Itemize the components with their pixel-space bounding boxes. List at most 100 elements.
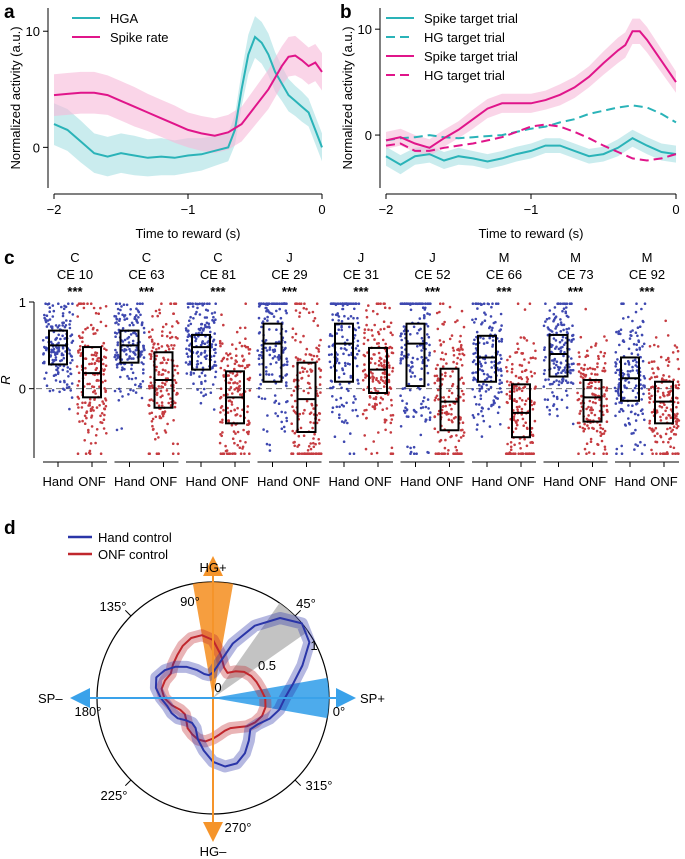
sp-minus-label: SP–	[38, 691, 63, 706]
angle-label: 135°	[100, 599, 127, 614]
x-tick-label-hand: Hand	[400, 474, 431, 489]
x-tick-label-onf: ONF	[436, 474, 464, 489]
y-tick-label: 10	[358, 22, 372, 37]
series-line-2	[385, 30, 677, 149]
error-band-0	[54, 16, 322, 177]
legend-label-3: HG target trial	[424, 68, 505, 83]
hand-box	[405, 322, 426, 388]
hand-box	[548, 333, 569, 378]
hand-scatter-points	[327, 302, 361, 455]
x-tick-label-hand: Hand	[257, 474, 288, 489]
radial-tick-label: 0.5	[258, 658, 276, 673]
angle-label: 45°	[296, 596, 316, 611]
monkey-label: J	[429, 250, 436, 265]
panel-label-c: c	[4, 248, 15, 269]
onf-scatter-points	[218, 302, 252, 455]
panel-d-chart: HG+ HG– SP– SP+ 0° 45° 90° 135° 180° 225° 270° 315°…	[38, 530, 385, 859]
angle-label: 225°	[101, 788, 128, 803]
monkey-label: J	[286, 250, 293, 265]
x-axis-label: Time to reward (s)	[136, 226, 241, 241]
hand-scatter-points	[113, 302, 146, 432]
x-tick-label: −2	[47, 202, 62, 217]
ce-label: CE 63	[128, 267, 164, 282]
ce-label: CE 52	[414, 267, 450, 282]
monkey-label: M	[499, 250, 510, 265]
angle-tick-mark	[124, 609, 132, 617]
x-tick-label: −2	[379, 202, 394, 217]
radial-tick-label: 0	[214, 680, 221, 695]
ce-label: CE 31	[343, 267, 379, 282]
hand-box	[334, 322, 354, 383]
error-band-2	[386, 18, 676, 157]
x-tick-label: 0	[318, 202, 325, 217]
y-axis-label: Normalized activity (a.u.)	[8, 26, 23, 169]
angle-label: 270°	[225, 820, 252, 835]
x-tick-label: −1	[524, 202, 539, 217]
error-band-1	[54, 35, 322, 154]
legend-label-1: ONF control	[98, 547, 168, 562]
onf-scatter-points	[75, 302, 108, 455]
y-axis-label: Normalized activity (a.u.)	[340, 26, 355, 169]
hg-plus-label: HG+	[199, 560, 226, 575]
monkey-label: J	[358, 250, 365, 265]
legend-label-1: Spike rate	[110, 30, 169, 45]
significance-label: ***	[639, 284, 655, 299]
panel-a-chart: 0 10 −2 −1 0 Time to reward (s) Normalized act…	[8, 8, 326, 241]
onf-scatter-points	[361, 302, 395, 455]
monkey-label: M	[570, 250, 581, 265]
hand-scatter-points	[471, 302, 504, 438]
hg-minus-label: HG–	[200, 844, 228, 859]
legend-label-1: HG target trial	[424, 30, 505, 45]
hand-box	[477, 334, 497, 383]
series-line-0	[53, 35, 323, 159]
legend-label-0: HGA	[110, 11, 139, 26]
hand-scatter-points	[256, 302, 289, 452]
x-tick-label-onf: ONF	[364, 474, 392, 489]
ce-label: CE 10	[57, 267, 93, 282]
angle-label: 90°	[180, 594, 200, 609]
x-tick-label-onf: ONF	[78, 474, 106, 489]
y-tick-label: 10	[26, 24, 40, 39]
significance-label: ***	[67, 284, 83, 299]
significance-label: ***	[139, 284, 155, 299]
gray-wedge	[213, 602, 309, 698]
onf-box	[582, 379, 603, 423]
series-line-1	[53, 54, 323, 137]
x-tick-label-hand: Hand	[328, 474, 359, 489]
y-tick-label: 0	[365, 128, 372, 143]
onf-scatter-points	[433, 302, 466, 455]
series-line-1	[385, 104, 677, 142]
legend-label-0: Hand control	[98, 530, 172, 545]
series-line-3	[385, 123, 677, 162]
monkey-label: M	[642, 250, 653, 265]
x-tick-label-hand: Hand	[185, 474, 216, 489]
panel-label-a: a	[4, 2, 15, 23]
angle-label: 315°	[306, 778, 333, 793]
significance-label: ***	[425, 284, 441, 299]
onf-scatter-points	[147, 302, 180, 455]
y-tick-label: 0	[19, 382, 26, 397]
hand-box	[119, 329, 140, 364]
hand-scatter-points	[613, 302, 647, 455]
significance-label: ***	[282, 284, 298, 299]
ce-label: CE 73	[557, 267, 593, 282]
y-axis-label: R	[0, 375, 13, 384]
error-band-0	[386, 129, 676, 175]
y-tick-label: 1	[19, 295, 26, 310]
onf-scatter-points	[504, 302, 537, 455]
x-tick-label-onf: ONF	[221, 474, 249, 489]
x-tick-label-onf: ONF	[293, 474, 321, 489]
x-axis-label: Time to reward (s)	[479, 226, 584, 241]
hand-box	[191, 333, 211, 371]
monkey-label: C	[142, 250, 151, 265]
sp-plus-label: SP+	[360, 691, 385, 706]
angle-label: 180°	[75, 704, 102, 719]
panel-b-chart: 0 10 −2 −1 0 Time to reward (s) Normalized act…	[340, 8, 680, 241]
x-tick-label: 0	[672, 202, 679, 217]
monkey-label: C	[213, 250, 222, 265]
onf-scatter-points	[576, 307, 609, 455]
angle-label: 0°	[333, 704, 345, 719]
legend-label-2: Spike target trial	[424, 49, 518, 64]
significance-label: ***	[568, 284, 584, 299]
